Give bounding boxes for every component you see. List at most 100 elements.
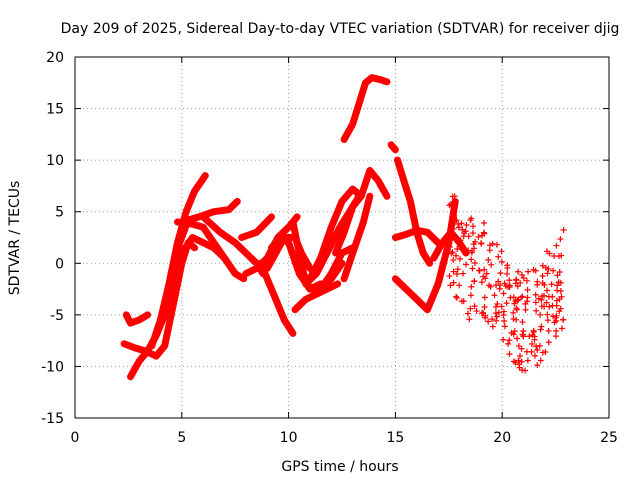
plus-marker — [510, 309, 517, 316]
plus-marker — [522, 300, 529, 307]
x-tick-label: 5 — [177, 430, 186, 446]
plus-marker — [467, 292, 474, 299]
plus-marker — [518, 294, 525, 301]
series-arc-3 — [127, 234, 228, 381]
plus-marker — [539, 262, 546, 269]
plus-marker — [454, 237, 461, 244]
plus-marker — [504, 265, 511, 272]
plus-marker — [560, 226, 567, 233]
plus-marker — [462, 261, 469, 268]
plus-marker — [493, 313, 500, 320]
plus-marker — [554, 272, 561, 279]
plus-marker — [543, 299, 550, 306]
plus-marker — [495, 309, 502, 316]
plus-marker — [446, 273, 453, 280]
plus-marker — [478, 279, 485, 286]
plus-marker — [532, 267, 539, 274]
plot-frame — [74, 56, 610, 419]
plus-marker — [478, 310, 485, 317]
plus-marker — [548, 281, 555, 288]
plus-marker — [524, 357, 531, 364]
plus-marker — [493, 317, 500, 324]
plus-marker — [510, 358, 517, 365]
y-tick-label: 5 — [55, 205, 64, 221]
plus-marker — [516, 352, 523, 359]
plus-marker — [485, 256, 492, 263]
plus-marker — [520, 331, 527, 338]
plus-marker — [532, 299, 539, 306]
plus-marker — [500, 312, 507, 319]
plus-marker — [493, 241, 500, 248]
plus-marker — [471, 303, 478, 310]
plus-marker — [495, 278, 502, 285]
plus-marker — [552, 314, 559, 321]
x-tick-label: 10 — [280, 430, 298, 446]
x-axis-label: GPS time / hours — [281, 459, 398, 475]
series-arc-20 — [340, 74, 391, 143]
plus-marker — [513, 306, 520, 313]
plus-marker — [473, 308, 480, 315]
series-arc-17 — [317, 244, 357, 293]
plus-marker — [485, 318, 492, 325]
y-tick-label: -10 — [41, 359, 64, 375]
plus-marker — [523, 348, 530, 355]
y-tick-label: 15 — [46, 102, 64, 118]
plus-marker — [555, 253, 562, 260]
x-tick-label: 25 — [600, 430, 618, 446]
plus-marker — [515, 343, 522, 350]
plus-marker — [492, 303, 499, 310]
plus-marker — [512, 280, 519, 287]
plus-marker — [545, 265, 552, 272]
series-arc-21 — [387, 141, 399, 154]
series-arc-8 — [238, 213, 275, 241]
plus-marker — [537, 357, 544, 364]
plus-marker — [447, 282, 454, 289]
plus-marker — [460, 233, 467, 240]
scatter-marks — [446, 193, 567, 374]
plus-marker — [532, 291, 539, 298]
series-arc-5 — [167, 197, 241, 278]
plus-marker — [558, 293, 565, 300]
plus-marker — [489, 323, 496, 330]
plus-marker — [455, 224, 462, 231]
plus-marker — [469, 265, 476, 272]
plus-marker — [557, 236, 564, 243]
plus-marker — [519, 319, 526, 326]
y-tick-label: -15 — [41, 411, 64, 427]
plus-marker — [536, 342, 543, 349]
y-tick-label: 10 — [46, 153, 64, 169]
plus-marker — [513, 316, 520, 323]
plus-marker — [535, 295, 542, 302]
plus-marker — [495, 253, 502, 260]
plus-marker — [471, 278, 478, 285]
series-arc-1 — [122, 311, 152, 327]
plus-marker — [553, 242, 560, 249]
y-tick-label: 0 — [55, 256, 64, 272]
x-tick-label: 0 — [71, 430, 80, 446]
plus-marker — [450, 268, 457, 275]
plus-marker — [534, 278, 541, 285]
plus-marker — [469, 248, 476, 255]
plus-marker — [545, 327, 552, 334]
plus-marker — [511, 328, 518, 335]
plus-marker — [544, 317, 551, 324]
plus-marker — [450, 279, 457, 286]
plus-marker — [476, 267, 483, 274]
plus-marker — [545, 339, 552, 346]
plus-marker — [539, 272, 546, 279]
plus-marker — [534, 362, 541, 369]
plus-marker — [539, 279, 546, 286]
plus-marker — [452, 252, 459, 259]
plus-marker — [544, 287, 551, 294]
plus-marker — [537, 311, 544, 318]
x-tick-label: 15 — [386, 430, 404, 446]
plus-marker — [491, 292, 498, 299]
plus-marker — [501, 317, 508, 324]
plus-marker — [449, 193, 456, 200]
plus-marker — [550, 267, 557, 274]
plus-marker — [544, 270, 551, 277]
plus-marker — [523, 277, 530, 284]
plus-marker — [513, 305, 520, 312]
plus-marker — [525, 268, 532, 275]
x-tick-label: 20 — [493, 430, 511, 446]
